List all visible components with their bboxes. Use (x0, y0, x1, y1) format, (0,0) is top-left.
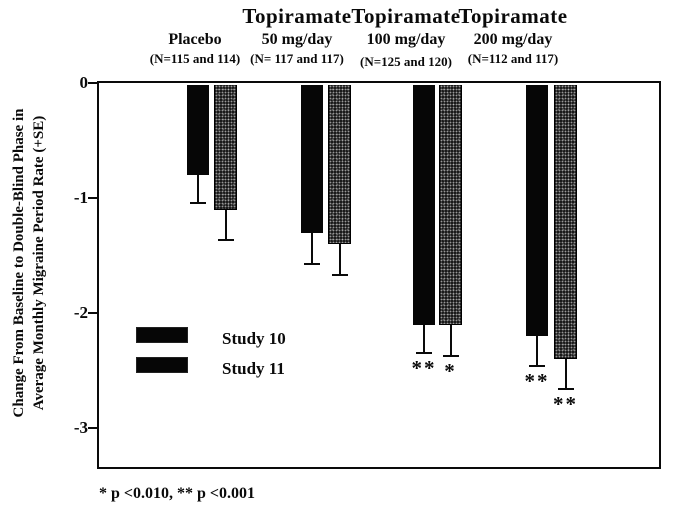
significance-marker: * (444, 358, 457, 383)
group-header-placebo: Placebo (N=115 and 114) (105, 4, 285, 66)
error-bar-line (224, 209, 227, 241)
y-axis-label: Change From Baseline to Double-Blind Pha… (9, 53, 51, 473)
group-header-100mg: Topiramate 100 mg/day (N=125 and 120) (316, 4, 496, 69)
y-tick-label: -2 (73, 303, 88, 322)
group-drug-label: Topiramate (242, 4, 352, 28)
group-n-label: (N=112 and 117) (467, 51, 559, 66)
significance-marker: ** (524, 369, 550, 394)
legend-swatch-study11 (136, 357, 188, 373)
error-bar-line (564, 359, 567, 391)
bar-study10-group3 (413, 85, 435, 325)
group-header-200mg: Topiramate 200 mg/day (N=112 and 117) (423, 4, 603, 66)
bar-study11-group1 (214, 85, 237, 210)
y-tick-label: -3 (73, 418, 88, 437)
significance-marker: ** (553, 392, 578, 417)
error-bar-line (449, 324, 452, 357)
significance-footnote: * p <0.010, ** p <0.001 (99, 485, 256, 502)
group-dose-label: 100 mg/day (366, 31, 446, 48)
legend-swatch-study10 (136, 327, 188, 343)
error-bar-line (536, 336, 538, 368)
legend-label-study11: Study 11 (222, 359, 285, 378)
group-header-50mg: Topiramate 50 mg/day (N= 117 and 117) (207, 4, 387, 66)
error-bar-cap (217, 238, 234, 241)
y-tick-label: 0 (79, 73, 89, 92)
error-bar-cap (304, 262, 320, 265)
y-tick-mark (88, 312, 98, 314)
error-bar-cap (557, 388, 574, 391)
error-bar-cap (416, 352, 432, 355)
group-dose-label: 200 mg/day (473, 31, 553, 48)
error-bar-cap (331, 274, 348, 277)
legend-label-study10: Study 10 (222, 329, 286, 348)
error-bar-cap (442, 354, 459, 357)
group-n-label: (N= 117 and 117) (250, 51, 344, 66)
group-n-label: (N=125 and 120) (360, 54, 452, 69)
error-bar-line (338, 244, 341, 277)
y-tick-mark (88, 427, 98, 429)
bar-study10-group2 (301, 85, 323, 233)
y-tick-label: -1 (73, 188, 88, 207)
bar-study10-group4 (526, 85, 548, 336)
significance-marker: ** (411, 356, 437, 381)
error-bar-cap (529, 365, 545, 368)
group-dose-label: Placebo (168, 31, 222, 48)
group-drug-label: Topiramate (458, 4, 568, 28)
error-bar-cap (190, 201, 206, 204)
group-drug-label: Topiramate (351, 4, 461, 28)
y-axis-label-line2: Average Monthly Migraine Period Rate (+S… (31, 115, 47, 411)
bar-study11-group2 (328, 85, 351, 244)
y-tick-mark (88, 197, 98, 199)
bar-study10-group1 (187, 85, 209, 175)
group-dose-label: 50 mg/day (261, 31, 333, 48)
group-n-label: (N=115 and 114) (149, 51, 241, 66)
error-bar-line (423, 324, 425, 355)
error-bar-line (311, 232, 313, 265)
bar-study11-group4 (554, 85, 577, 359)
bar-study11-group3 (439, 85, 462, 325)
y-axis-label-line1: Change From Baseline to Double-Blind Pha… (11, 108, 27, 418)
y-tick-mark (88, 82, 98, 84)
error-bar-line (197, 175, 199, 204)
